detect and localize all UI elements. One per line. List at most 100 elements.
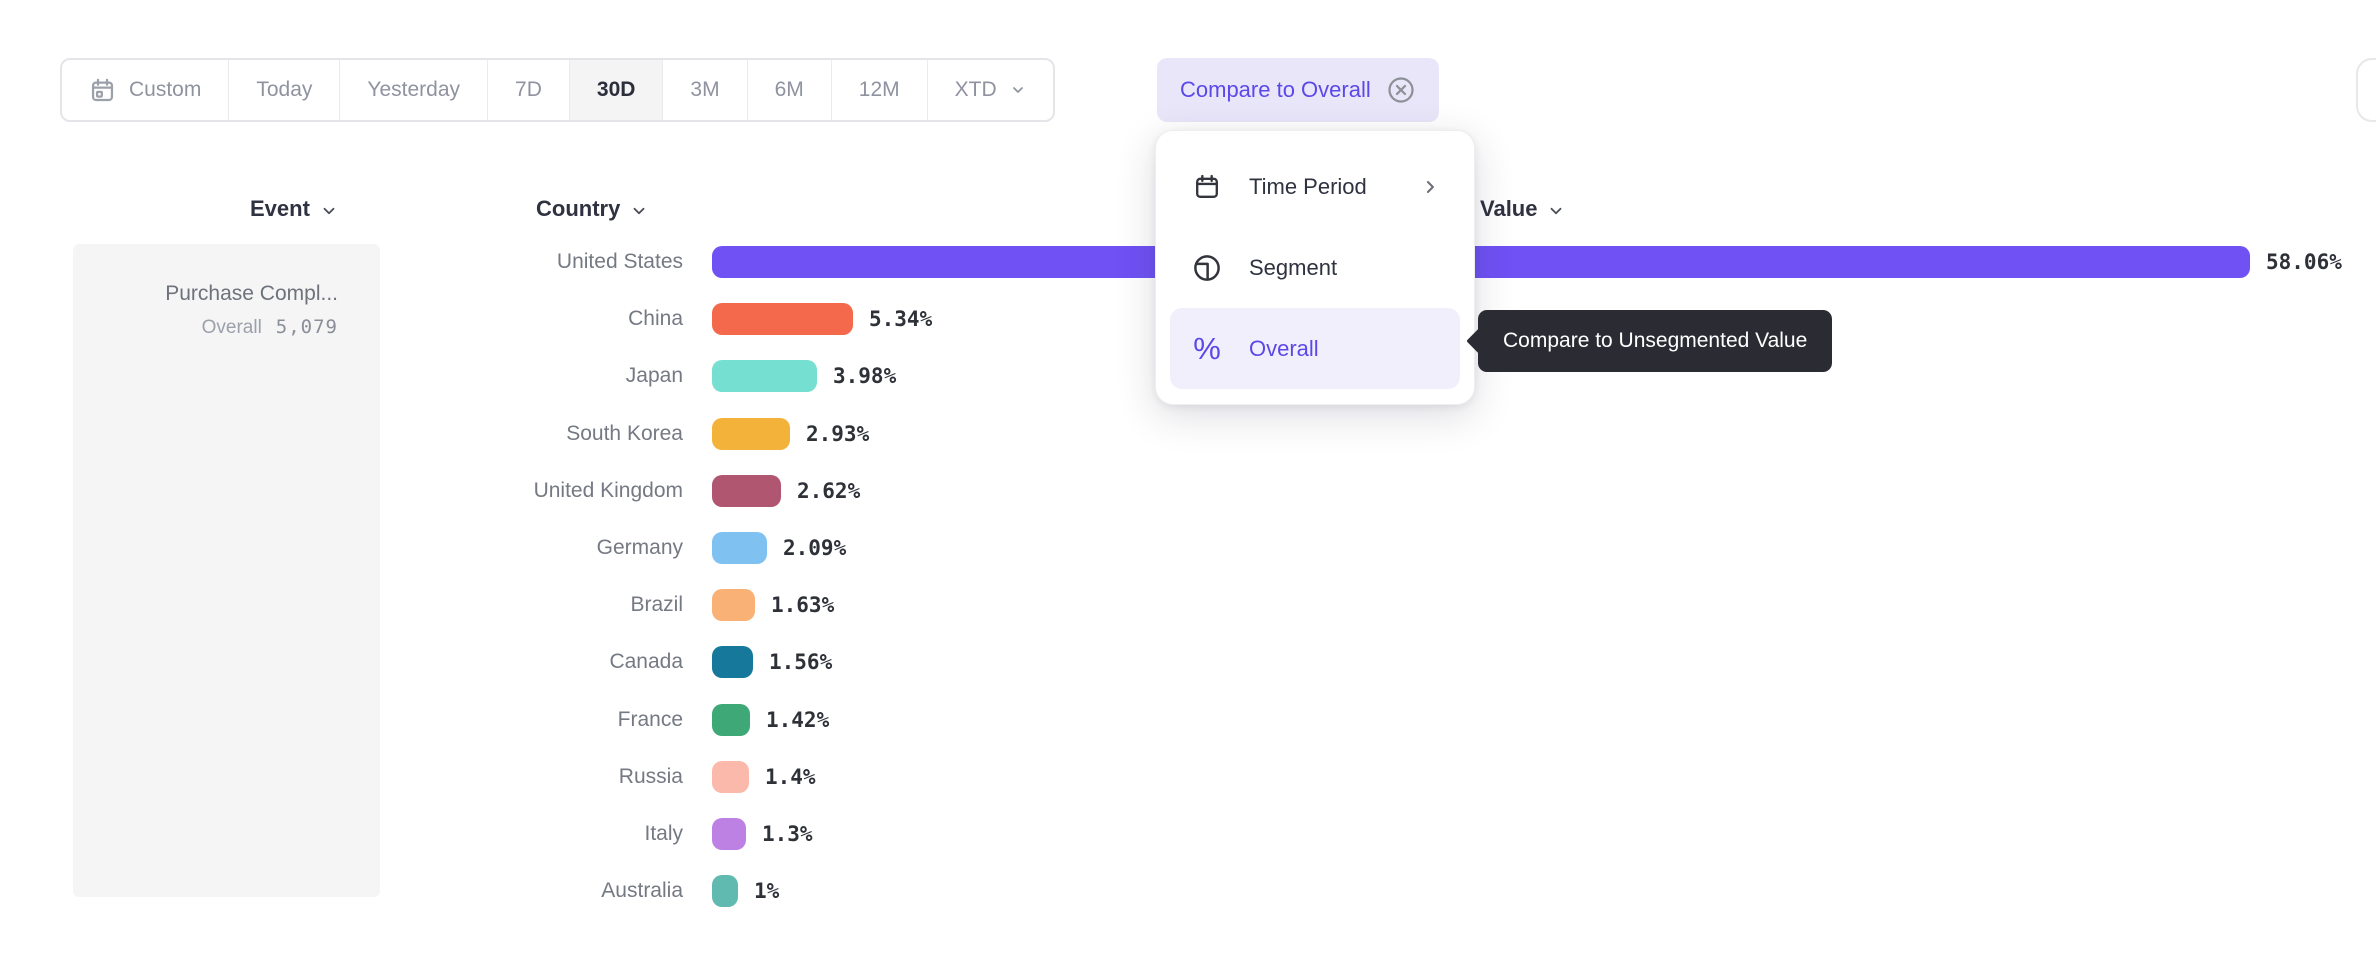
event-header-label: Event xyxy=(250,196,310,221)
country-label: Australia xyxy=(601,879,683,902)
bar-segment[interactable] xyxy=(712,246,2250,278)
bar-row-italy: Italy 1.3% xyxy=(0,818,2376,850)
menu-item-label: Segment xyxy=(1249,254,1338,280)
bar-segment[interactable] xyxy=(712,303,853,335)
toolbar-item-xtd[interactable]: XTD xyxy=(926,60,1053,120)
bar-value-label: 1.4% xyxy=(765,765,816,789)
event-name: Purchase Compl... xyxy=(165,282,338,305)
toolbar-item-label: Today xyxy=(256,78,313,101)
calendar-icon xyxy=(89,77,116,104)
country-header-label: Country xyxy=(536,196,621,221)
menu-item-label: Overall xyxy=(1249,335,1319,361)
toolbar-item-label: XTD xyxy=(954,78,997,101)
event-overall-value: 5,079 xyxy=(275,316,338,338)
menu-item-segment[interactable]: Segment xyxy=(1170,227,1460,308)
chevron-down-icon xyxy=(1551,207,1562,214)
toolbar-item-yesterday[interactable]: Yesterday xyxy=(339,60,487,120)
country-label: United States xyxy=(556,250,683,273)
compare-to-overall-chip[interactable]: Compare to Overall xyxy=(1157,58,1439,122)
country-label: United Kingdom xyxy=(533,479,683,502)
bar-value-label: 1.56% xyxy=(769,650,833,674)
country-label: Canada xyxy=(609,650,683,673)
country-label: South Korea xyxy=(566,422,683,445)
bar-segment[interactable] xyxy=(712,761,749,793)
segment-icon xyxy=(1192,253,1222,283)
column-header-value[interactable]: Value xyxy=(1480,194,1565,224)
toolbar-item-custom[interactable]: Custom xyxy=(62,60,228,120)
bar-value-label: 2.93% xyxy=(806,422,870,446)
bar-segment[interactable] xyxy=(712,875,738,907)
toolbar-item-label: 7D xyxy=(515,78,542,101)
calendar-icon xyxy=(1192,173,1222,201)
toolbar-item-3m[interactable]: 3M xyxy=(662,60,746,120)
percent-icon: % xyxy=(1193,331,1221,366)
column-header-country[interactable]: Country xyxy=(536,194,648,224)
toolbar-item-12m[interactable]: 12M xyxy=(830,60,927,120)
bar-row-france: France 1.42% xyxy=(0,704,2376,736)
bar-value-label: 5.34% xyxy=(869,307,933,331)
bar-segment[interactable] xyxy=(712,646,753,678)
bar-value-label: 1% xyxy=(754,879,780,903)
value-header-label: Value xyxy=(1480,196,1538,221)
country-label: Brazil xyxy=(630,593,683,616)
compare-chip-label: Compare to Overall xyxy=(1180,77,1371,102)
chevron-down-icon xyxy=(1010,82,1026,98)
bar-segment[interactable] xyxy=(712,418,790,450)
menu-item-time-period[interactable]: Time Period xyxy=(1170,146,1460,227)
country-label: Japan xyxy=(625,364,683,387)
bar-row-japan: Japan 3.98% xyxy=(0,360,2376,392)
toolbar-item-label: Yesterday xyxy=(367,78,461,101)
chevron-down-icon xyxy=(323,207,335,214)
event-overall-label: Overall xyxy=(201,317,262,338)
chevron-down-icon xyxy=(633,207,645,214)
menu-item-label: Time Period xyxy=(1249,173,1367,199)
bar-row-united-states: United States 58.06% xyxy=(0,246,2376,278)
bar-segment[interactable] xyxy=(712,818,746,850)
toolbar-item-label: 6M xyxy=(774,78,804,101)
toolbar-item-label: Custom xyxy=(129,78,202,101)
bar-row-china: China 5.34% xyxy=(0,303,2376,335)
country-label: China xyxy=(628,307,683,330)
bar-value-label: 1.63% xyxy=(771,593,835,617)
column-header-event[interactable]: Event xyxy=(250,194,338,224)
tooltip: Compare to Unsegmented Value xyxy=(1466,310,1833,372)
toolbar-item-label: 30D xyxy=(596,78,636,101)
bar-segment[interactable] xyxy=(712,589,755,621)
circle-x-icon[interactable] xyxy=(1386,75,1416,105)
bar-segment[interactable] xyxy=(712,704,750,736)
bar-row-south-korea: South Korea 2.93% xyxy=(0,418,2376,450)
bar-row-united-kingdom: United Kingdom 2.62% xyxy=(0,475,2376,507)
bar-value-label: 1.42% xyxy=(766,708,830,732)
bar-row-australia: Australia 1% xyxy=(0,875,2376,907)
edge-cutoff-button[interactable] xyxy=(2356,58,2376,122)
bar-value-label: 1.3% xyxy=(762,822,813,846)
bar-row-germany: Germany 2.09% xyxy=(0,532,2376,564)
bar-segment[interactable] xyxy=(712,532,767,564)
toolbar-item-7d[interactable]: 7D xyxy=(487,60,569,120)
bar-row-canada: Canada 1.56% xyxy=(0,646,2376,678)
country-label: Russia xyxy=(618,765,683,788)
toolbar-item-30d[interactable]: 30D xyxy=(568,60,663,120)
bar-row-russia: Russia 1.4% xyxy=(0,761,2376,793)
toolbar-item-label: 12M xyxy=(858,78,900,101)
bar-value-label: 3.98% xyxy=(833,364,897,388)
date-range-toolbar: Custom Today Yesterday 7D 30D 3M 6M 12M XTD xyxy=(60,58,1055,122)
bar-segment[interactable] xyxy=(712,360,817,392)
menu-item-overall[interactable]: % Overall xyxy=(1170,308,1460,389)
bar-value-label: 2.09% xyxy=(783,536,847,560)
chevron-right-icon xyxy=(1420,177,1440,197)
tooltip-text: Compare to Unsegmented Value xyxy=(1503,329,1808,352)
toolbar-item-6m[interactable]: 6M xyxy=(746,60,831,120)
country-label: France xyxy=(617,708,683,731)
bar-row-brazil: Brazil 1.63% xyxy=(0,589,2376,621)
toolbar-item-label: 3M xyxy=(690,78,720,101)
bar-value-label: 58.06% xyxy=(2266,250,2342,274)
compare-dropdown-menu: Time Period Segment% Overall xyxy=(1155,130,1475,405)
event-panel[interactable]: Purchase Compl... Overall 5,079 xyxy=(73,244,380,897)
bar-segment[interactable] xyxy=(712,475,781,507)
toolbar-item-today[interactable]: Today xyxy=(228,60,339,120)
bar-value-label: 2.62% xyxy=(797,479,861,503)
country-label: Germany xyxy=(596,536,683,559)
country-label: Italy xyxy=(644,822,683,845)
